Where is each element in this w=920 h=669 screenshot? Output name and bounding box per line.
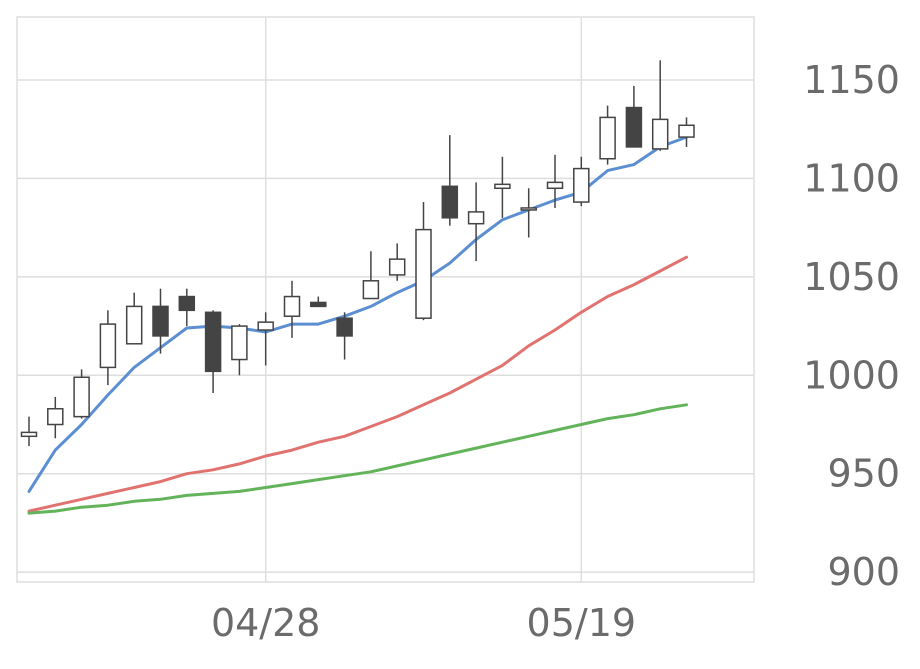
candle-body-down [152,305,169,337]
candlestick [231,324,248,376]
candle-body-down [625,106,643,148]
y-tick-label: 950 [827,452,900,496]
candlestick [651,60,669,151]
candle-body-up [599,116,616,160]
candle-body-up [20,431,38,438]
candlestick [47,396,64,439]
candlestick [257,312,274,366]
candlestick [310,296,327,308]
candlestick [520,188,537,238]
candlestick [336,312,353,360]
grid-layer [17,17,754,582]
candle-body-up [231,325,248,361]
candlestick [573,156,590,206]
candle-body-up [573,167,590,203]
moving-average-line [27,403,688,515]
candle-body-down [178,295,196,312]
candle-body-up [678,124,695,138]
plot-frame [16,16,755,583]
y-tick-label: 900 [827,550,900,594]
candlestick [152,288,169,354]
candle-body-up [125,305,143,345]
candlestick [20,416,38,447]
candle-body-up [73,376,90,418]
y-axis-tick-labels: 900 950 1000 1050 1100 1150 [803,58,900,594]
candlestick-layer [20,60,695,447]
x-tick-label: 05/19 [527,601,637,645]
x-axis-tick-labels: 04/28 05/19 [211,601,636,645]
candle-body-up [651,118,669,150]
candlestick [99,310,117,386]
candle-body-down [441,185,459,219]
y-tick-label: 1100 [803,156,900,200]
y-tick-label: 1000 [803,353,900,397]
candle-body-down [336,317,353,337]
x-tick-label: 04/28 [211,601,321,645]
candlestick [678,117,695,147]
candlestick [73,369,90,419]
y-tick-label: 1050 [803,255,900,299]
candlestick [599,105,616,165]
candle-body-up [362,280,380,300]
candlestick [625,85,643,148]
candlestick [204,310,222,394]
candle-body-down [204,311,222,373]
candlestick [546,154,564,208]
y-tick-label: 1150 [803,58,900,102]
candle-body-up [47,408,64,426]
candlestick [415,202,432,321]
candle-body-down [310,301,327,308]
candle-body-up [388,258,406,276]
moving-average-line [27,255,688,513]
candle-body-up [520,207,537,211]
candlestick [388,243,406,281]
candlestick [362,251,380,300]
candlestick [178,288,196,327]
candlestick [467,182,485,262]
candlestick [441,135,459,226]
candle-body-up [546,181,564,190]
candlestick [283,280,301,338]
candle-body-up [415,228,432,319]
candle-body-up [283,295,301,317]
candle-body-up [99,323,117,369]
candle-body-up [494,183,511,190]
candle-body-up [467,211,485,225]
candle-body-up [257,321,274,331]
candlestick [125,292,143,345]
candlestick [494,156,511,218]
